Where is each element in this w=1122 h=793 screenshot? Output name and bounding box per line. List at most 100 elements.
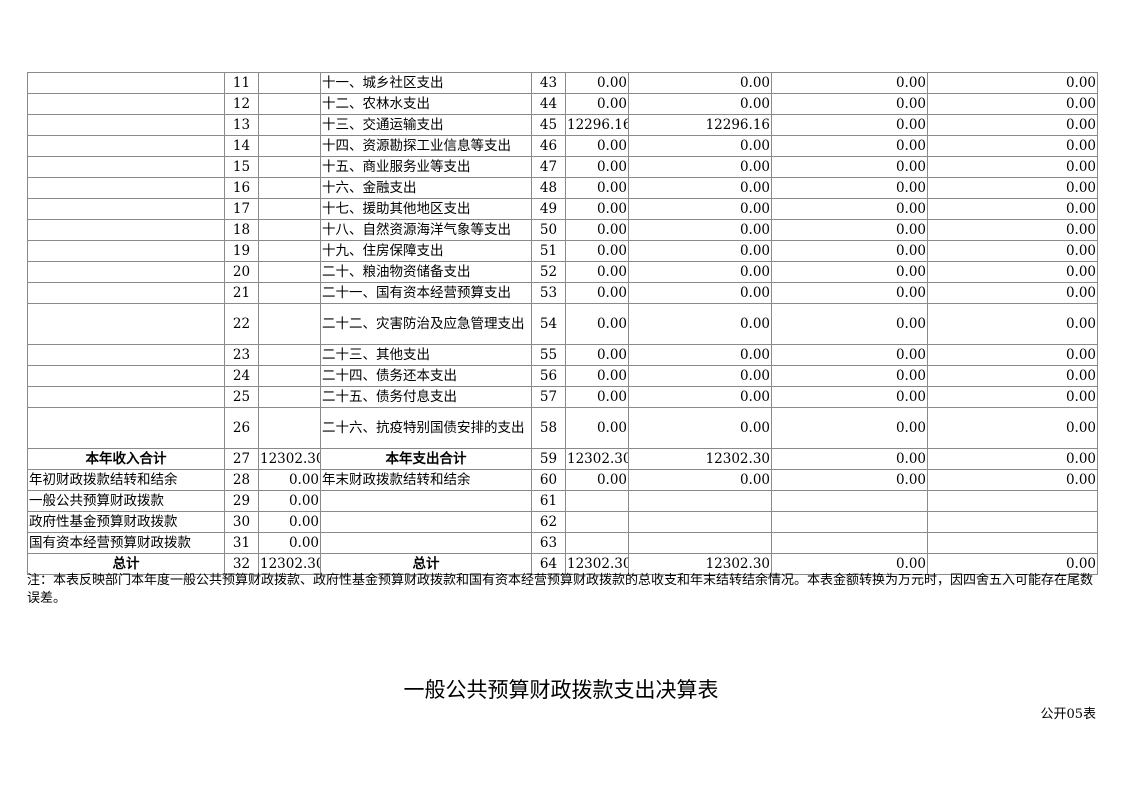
cell-c6: 0.00 bbox=[565, 219, 629, 241]
cell-c9: 0.00 bbox=[927, 156, 1098, 178]
next-table-title: 一般公共预算财政拨款支出决算表 bbox=[403, 678, 719, 702]
cell-c2: 17 bbox=[224, 198, 259, 220]
cell-c5: 50 bbox=[531, 219, 566, 241]
cell-c2: 20 bbox=[224, 261, 259, 283]
cell-c1: 国有资本经营预算财政拨款 bbox=[27, 532, 225, 554]
cell-c2: 30 bbox=[224, 511, 259, 533]
cell-c7 bbox=[628, 511, 772, 533]
cell-c5: 48 bbox=[531, 177, 566, 199]
cell-c6: 0.00 bbox=[565, 156, 629, 178]
table-row: 26 二十六、抗疫特别国债安排的支出 58 0.00 0.00 0.00 0.00 bbox=[27, 407, 1098, 449]
cell-c8 bbox=[771, 490, 928, 512]
cell-c1 bbox=[27, 261, 225, 283]
table-row: 25 二十五、债务付息支出 57 0.00 0.00 0.00 0.00 bbox=[27, 386, 1098, 408]
cell-c6: 0.00 bbox=[565, 72, 629, 94]
cell-c1 bbox=[27, 365, 225, 387]
cell-c1 bbox=[27, 135, 225, 157]
cell-c3 bbox=[258, 407, 321, 449]
cell-c6: 0.00 bbox=[565, 303, 629, 345]
cell-c5: 53 bbox=[531, 282, 566, 304]
cell-c6: 12296.16 bbox=[565, 114, 629, 136]
cell-c8: 0.00 bbox=[771, 72, 928, 94]
cell-c2: 16 bbox=[224, 177, 259, 199]
cell-c3 bbox=[258, 344, 321, 366]
cell-c8: 0.00 bbox=[771, 365, 928, 387]
cell-c7: 0.00 bbox=[628, 72, 772, 94]
cell-c9: 0.00 bbox=[927, 282, 1098, 304]
cell-c1 bbox=[27, 93, 225, 115]
cell-c2: 28 bbox=[224, 469, 259, 491]
cell-c5: 57 bbox=[531, 386, 566, 408]
cell-c8: 0.00 bbox=[771, 156, 928, 178]
cell-c7: 0.00 bbox=[628, 386, 772, 408]
cell-c2: 31 bbox=[224, 532, 259, 554]
cell-c6: 0.00 bbox=[565, 365, 629, 387]
cell-c9: 0.00 bbox=[927, 448, 1098, 470]
cell-c2: 25 bbox=[224, 386, 259, 408]
cell-c4: 十五、商业服务业等支出 bbox=[320, 156, 532, 178]
cell-c3 bbox=[258, 282, 321, 304]
cell-c6: 0.00 bbox=[565, 93, 629, 115]
cell-c7: 0.00 bbox=[628, 261, 772, 283]
cell-c1 bbox=[27, 240, 225, 262]
table-note: 注：本表反映部门本年度一般公共预算财政拨款、政府性基金预算财政拨款和国有资本经营… bbox=[27, 573, 1094, 606]
cell-c3: 0.00 bbox=[258, 511, 321, 533]
cell-c7: 0.00 bbox=[628, 198, 772, 220]
cell-c9 bbox=[927, 532, 1098, 554]
cell-c4: 十八、自然资源海洋气象等支出 bbox=[320, 219, 532, 241]
cell-c4: 十九、住房保障支出 bbox=[320, 240, 532, 262]
cell-c6: 0.00 bbox=[565, 469, 629, 491]
cell-c1 bbox=[27, 386, 225, 408]
cell-c7: 0.00 bbox=[628, 93, 772, 115]
cell-c2: 22 bbox=[224, 303, 259, 345]
cell-c1: 总计 bbox=[27, 553, 225, 575]
cell-c8: 0.00 bbox=[771, 219, 928, 241]
cell-c3 bbox=[258, 303, 321, 345]
cell-c5: 62 bbox=[531, 511, 566, 533]
table-row: 12 十二、农林水支出 44 0.00 0.00 0.00 0.00 bbox=[27, 93, 1098, 115]
table-row: 19 十九、住房保障支出 51 0.00 0.00 0.00 0.00 bbox=[27, 240, 1098, 262]
cell-c8: 0.00 bbox=[771, 282, 928, 304]
cell-c3: 0.00 bbox=[258, 469, 321, 491]
cell-c7 bbox=[628, 532, 772, 554]
cell-c2: 12 bbox=[224, 93, 259, 115]
cell-c5: 43 bbox=[531, 72, 566, 94]
cell-c1 bbox=[27, 344, 225, 366]
cell-c8: 0.00 bbox=[771, 303, 928, 345]
cell-c3 bbox=[258, 198, 321, 220]
cell-c8: 0.00 bbox=[771, 553, 928, 575]
cell-c9: 0.00 bbox=[927, 135, 1098, 157]
table-row: 总计 32 12302.30 总计 64 12302.30 12302.30 0.00 0.00 bbox=[27, 553, 1098, 575]
cell-c1 bbox=[27, 198, 225, 220]
cell-c1 bbox=[27, 156, 225, 178]
cell-c9: 0.00 bbox=[927, 114, 1098, 136]
table-row: 18 十八、自然资源海洋气象等支出 50 0.00 0.00 0.00 0.00 bbox=[27, 219, 1098, 241]
cell-c2: 29 bbox=[224, 490, 259, 512]
cell-c9: 0.00 bbox=[927, 240, 1098, 262]
cell-c9: 0.00 bbox=[927, 219, 1098, 241]
table-row: 13 十三、交通运输支出 45 12296.16 12296.16 0.00 0.00 bbox=[27, 114, 1098, 136]
cell-c6 bbox=[565, 490, 629, 512]
cell-c1: 年初财政拨款结转和结余 bbox=[27, 469, 225, 491]
cell-c1 bbox=[27, 282, 225, 304]
cell-c5: 47 bbox=[531, 156, 566, 178]
cell-c4: 十七、援助其他地区支出 bbox=[320, 198, 532, 220]
cell-c5: 46 bbox=[531, 135, 566, 157]
cell-c4: 二十、粮油物资储备支出 bbox=[320, 261, 532, 283]
cell-c5: 60 bbox=[531, 469, 566, 491]
cell-c6: 0.00 bbox=[565, 261, 629, 283]
cell-c3: 12302.30 bbox=[258, 448, 321, 470]
cell-c7: 0.00 bbox=[628, 344, 772, 366]
cell-c5: 63 bbox=[531, 532, 566, 554]
cell-c4: 二十五、债务付息支出 bbox=[320, 386, 532, 408]
cell-c4: 十四、资源勘探工业信息等支出 bbox=[320, 135, 532, 157]
table-row: 11 十一、城乡社区支出 43 0.00 0.00 0.00 0.00 bbox=[27, 72, 1098, 94]
cell-c6: 12302.30 bbox=[565, 448, 629, 470]
cell-c3 bbox=[258, 177, 321, 199]
cell-c5: 55 bbox=[531, 344, 566, 366]
cell-c8: 0.00 bbox=[771, 240, 928, 262]
cell-c4: 总计 bbox=[320, 553, 532, 575]
cell-c4: 二十一、国有资本经营预算支出 bbox=[320, 282, 532, 304]
cell-c2: 11 bbox=[224, 72, 259, 94]
cell-c7: 0.00 bbox=[628, 177, 772, 199]
